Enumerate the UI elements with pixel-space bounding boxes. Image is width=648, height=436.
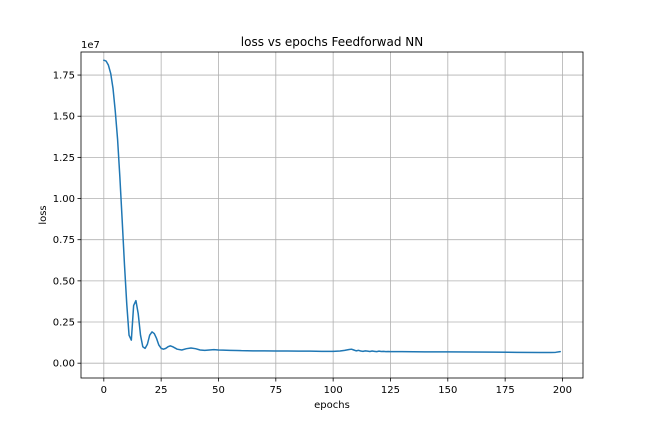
axes-frame — [80, 51, 584, 379]
x-axis-label: epochs — [314, 400, 350, 411]
y-tick-label: 1.00 — [53, 194, 75, 205]
y-tick-label: 1.50 — [53, 112, 75, 123]
x-tick-label: 175 — [496, 385, 515, 396]
x-axis-ticks: 0 25 50 75 100 125 150 175 200 — [101, 378, 572, 396]
x-tick-label: 50 — [212, 385, 225, 396]
loss-series-line — [103, 59, 561, 354]
x-tick-label: 125 — [381, 385, 400, 396]
x-tick-label: 0 — [101, 385, 107, 396]
y-axis-label: loss — [38, 205, 49, 224]
x-tick-label: 200 — [553, 385, 572, 396]
y-axis-ticks: 0.00 0.25 0.50 0.75 1.00 1.25 1.50 1.75 — [53, 71, 81, 370]
x-tick-label: 100 — [324, 385, 343, 396]
grid — [81, 52, 583, 378]
y-tick-label: 0.00 — [53, 359, 75, 370]
x-tick-label: 25 — [155, 385, 168, 396]
y-axis-offset-label: 1e7 — [81, 40, 100, 51]
x-tick-label: 75 — [269, 385, 282, 396]
series-layer — [103, 59, 561, 354]
y-tick-label: 1.75 — [53, 71, 75, 82]
y-tick-label: 0.75 — [53, 235, 75, 246]
y-tick-label: 1.25 — [53, 153, 75, 164]
y-tick-label: 0.50 — [53, 276, 75, 287]
x-tick-label: 150 — [438, 385, 457, 396]
plot-area — [80, 51, 584, 379]
chart-title: loss vs epochs Feedforwad NN — [241, 35, 423, 49]
axes-background — [81, 52, 583, 378]
y-tick-label: 0.25 — [53, 318, 75, 329]
